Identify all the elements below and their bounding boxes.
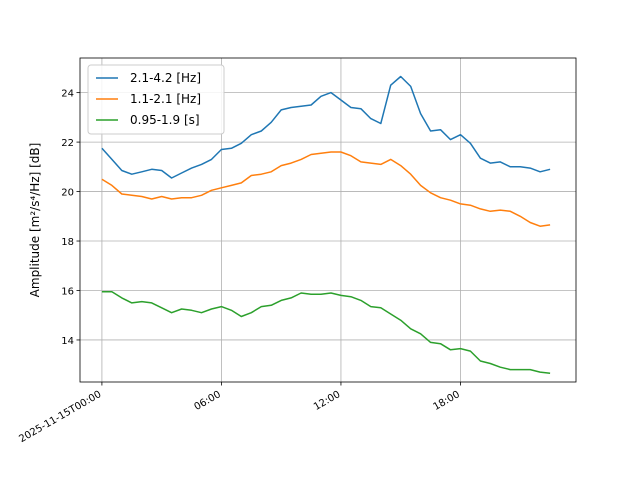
legend-entry: 2.1-4.2 [Hz] (130, 71, 201, 85)
y-axis-label: Amplitude [m²/s⁴/Hz] [dB] (28, 143, 42, 298)
series-line (101, 290, 551, 375)
series-line (101, 75, 551, 179)
plot-frame (79, 57, 577, 383)
y-tick-label: 18 (61, 237, 74, 248)
legend-box (87, 64, 225, 135)
y-tick-label: 20 (61, 188, 74, 199)
series-lines (101, 75, 551, 375)
legend: 2.1-4.2 [Hz] 1.1-2.1 [Hz] 0.95-1.9 [s] (87, 64, 225, 135)
y-tick-label: 24 (61, 89, 74, 100)
legend-entry: 1.1-2.1 [Hz] (130, 92, 201, 106)
series-line (101, 151, 551, 227)
y-tick-label: 22 (61, 138, 74, 149)
y-tick-label: 14 (61, 336, 74, 347)
legend-entry: 0.95-1.9 [s] (130, 113, 200, 127)
y-tick-label: 16 (61, 286, 74, 297)
